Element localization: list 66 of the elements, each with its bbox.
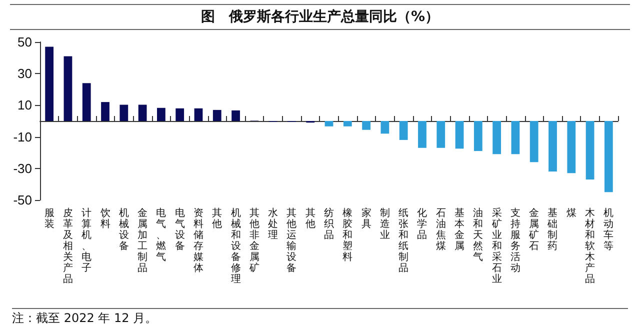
x-tick-label: 服装 (44, 208, 54, 230)
y-tick-label: -10 (13, 129, 32, 144)
bar (418, 121, 426, 148)
bar (548, 121, 557, 172)
bar (436, 121, 446, 148)
x-tick-label: 机械和设备修理 (230, 207, 241, 285)
bar (567, 121, 576, 174)
bar (586, 121, 594, 180)
y-tick-label: -50 (13, 192, 32, 208)
y-tick-label: -30 (13, 160, 32, 176)
bar (492, 121, 501, 154)
bar (399, 121, 408, 140)
bar (176, 108, 184, 121)
x-tick-label: 橡胶和塑料 (342, 207, 353, 263)
x-tick-label: 纺织品 (324, 207, 334, 241)
x-tick-label: 水处理 (268, 207, 278, 241)
x-tick-label: 木材和软木产品 (584, 207, 596, 285)
x-tick-label: 皮革及相关产品 (62, 207, 73, 285)
bar (212, 110, 222, 121)
bar (82, 83, 91, 121)
bar (474, 121, 482, 152)
x-tick-label: 资料储存媒体 (193, 207, 204, 274)
bar (45, 46, 54, 121)
x-tick-label: 其他 (212, 207, 222, 230)
bar (194, 108, 203, 121)
chart-title: 图 俄罗斯各行业生产总量同比（%） (10, 4, 630, 30)
x-tick-label: 支持服务活动 (510, 207, 520, 274)
bar (362, 121, 370, 130)
bar (157, 108, 166, 121)
x-tick-label: 纸张和纸制品 (398, 207, 409, 274)
x-tick-label: 石油焦煤 (436, 208, 446, 252)
bar (64, 56, 72, 121)
x-tick-label: 机动车等 (604, 207, 614, 252)
x-tick-label: 计算机、电子 (82, 207, 92, 274)
x-tick-label: 油和天然气 (473, 207, 484, 263)
x-tick-label: 金属矿石 (528, 207, 540, 252)
text: 注：截至 2022 年 12 月。 (12, 308, 628, 327)
bar (138, 104, 147, 121)
bar (455, 121, 464, 149)
x-tick-label: 制造业 (380, 207, 390, 241)
x-tick-label: 煤 (566, 207, 576, 219)
bar (101, 102, 110, 121)
bar (324, 121, 334, 126)
x-tick-label: 采矿业和采石业 (490, 207, 502, 285)
x-tick-label: 基础制药 (546, 207, 558, 252)
x-tick-label: 基本金属 (454, 207, 465, 252)
bar (120, 104, 128, 121)
x-tick-label: 其他非金属矿 (248, 207, 260, 274)
x-tick-label: 家具 (361, 207, 372, 230)
x-tick-label: 其他 (305, 207, 316, 230)
x-tick-label: 电气设备 (174, 207, 185, 252)
bar (604, 121, 613, 192)
bar (232, 110, 240, 121)
y-tick-label: 30 (18, 66, 32, 82)
bar (380, 121, 390, 134)
y-tick-label: 10 (18, 98, 32, 113)
bar (343, 121, 352, 126)
x-tick-label: 电气、燃气 (156, 207, 166, 263)
x-tick-label: 其他运输设备 (286, 207, 297, 274)
x-tick-label: 化学品 (417, 207, 428, 241)
bar (511, 121, 520, 154)
bar (530, 121, 538, 162)
x-tick-label: 金属加工制品 (138, 207, 148, 274)
x-tick-label: 饮料 (99, 208, 110, 230)
x-tick-label: 机械设备 (118, 207, 129, 252)
y-tick-label: 50 (18, 34, 32, 50)
